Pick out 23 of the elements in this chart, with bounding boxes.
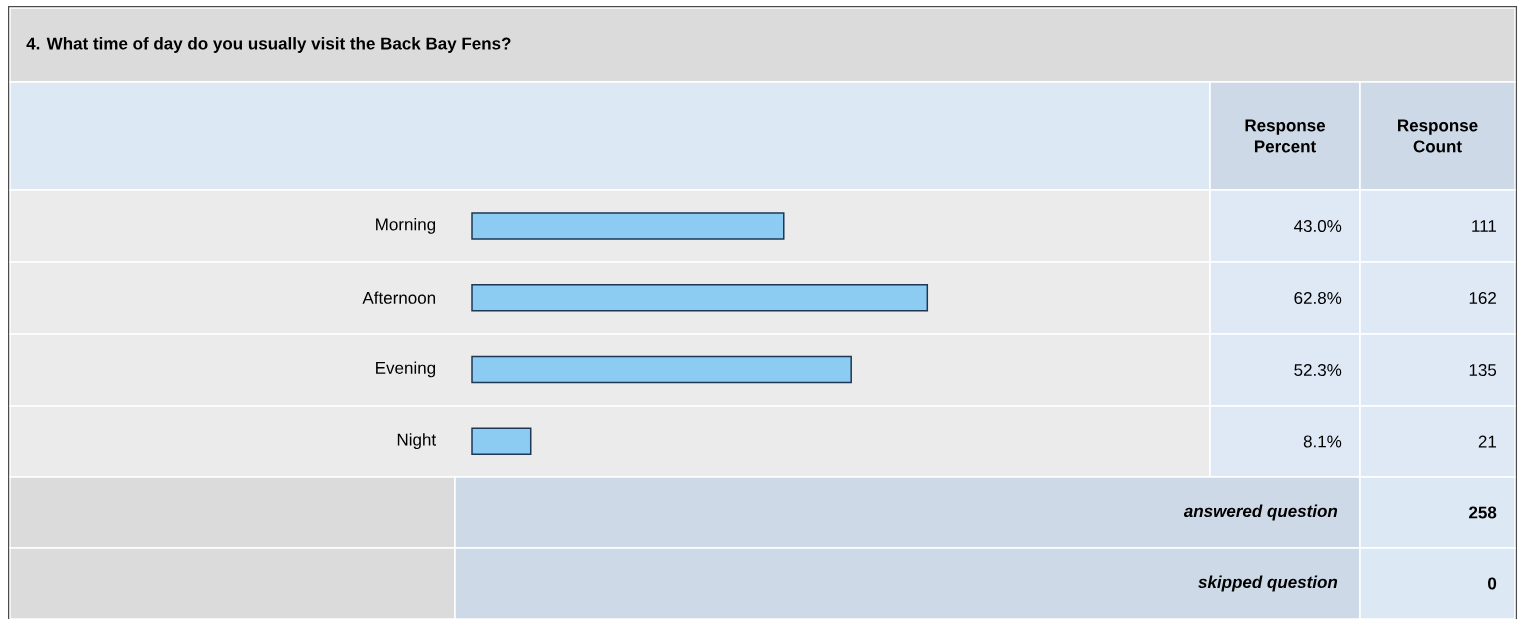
bar	[471, 355, 852, 384]
y-tick-label: Afternoon	[362, 291, 436, 304]
text: 21	[1478, 435, 1496, 448]
bar	[471, 283, 929, 312]
text: Response Percent	[1245, 119, 1326, 153]
text: 162	[1469, 291, 1496, 305]
y-tick-label: Morning	[376, 217, 436, 234]
text: skipped question	[1198, 575, 1338, 592]
text: Response Count	[1398, 119, 1478, 153]
text: 0	[1488, 577, 1497, 590]
text: answered question	[1183, 504, 1338, 521]
data-label: 62.8%	[1294, 291, 1342, 305]
data-label: 52.3%	[1294, 363, 1342, 377]
data-label: 8.1%	[1303, 435, 1342, 448]
data-label: 43.0%	[1294, 219, 1342, 233]
text: 258	[1469, 506, 1497, 519]
bar	[471, 212, 785, 240]
text: 4. What time of day do you usually visit the Back Bay Fens?	[26, 37, 511, 53]
y-tick-label: Night	[397, 433, 436, 450]
text: 135	[1469, 363, 1497, 377]
y-tick-label: Evening	[376, 361, 436, 378]
bar	[471, 427, 532, 455]
text: 111	[1472, 220, 1496, 232]
